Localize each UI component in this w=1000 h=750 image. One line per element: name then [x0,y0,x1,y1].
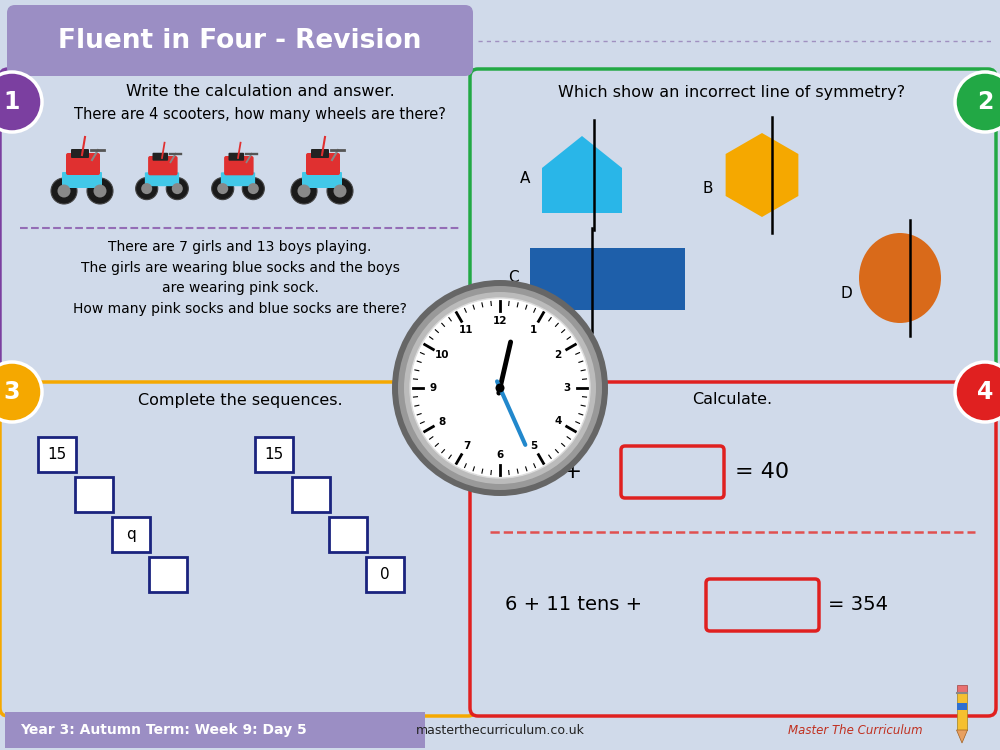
Text: 1: 1 [4,90,20,114]
FancyBboxPatch shape [148,156,178,176]
Text: 15: 15 [47,447,67,462]
FancyBboxPatch shape [311,149,329,158]
FancyBboxPatch shape [7,5,473,76]
Circle shape [248,183,259,194]
Circle shape [955,362,1000,422]
Text: Master The Curriculum: Master The Curriculum [788,724,922,736]
Polygon shape [956,693,967,730]
Circle shape [212,178,234,200]
FancyBboxPatch shape [470,382,996,716]
FancyBboxPatch shape [470,69,996,390]
Circle shape [496,383,505,392]
Text: C: C [508,270,519,285]
Circle shape [298,184,310,197]
Bar [5,712,425,748]
Text: q: q [126,527,136,542]
Text: There are 7 girls and 13 boys playing.
The girls are wearing blue socks and the : There are 7 girls and 13 boys playing. T… [73,240,407,316]
Circle shape [57,184,70,197]
FancyBboxPatch shape [228,153,244,160]
Text: 1: 1 [530,325,537,335]
FancyBboxPatch shape [145,172,179,186]
Text: masterthecurriculum.co.uk: masterthecurriculum.co.uk [416,724,584,736]
Circle shape [94,184,106,197]
FancyBboxPatch shape [221,172,255,186]
Circle shape [291,178,317,204]
Text: 11: 11 [459,325,474,335]
Text: 0: 0 [380,567,390,582]
Text: 4: 4 [554,416,562,427]
Circle shape [51,178,77,204]
Text: = 354: = 354 [828,596,888,614]
Circle shape [136,178,158,200]
Circle shape [172,183,183,194]
Circle shape [141,183,152,194]
Circle shape [242,178,264,200]
Text: A: A [520,171,530,186]
FancyBboxPatch shape [0,69,476,390]
Circle shape [0,362,42,422]
Circle shape [955,72,1000,132]
Bar [292,477,330,512]
Text: 3: 3 [4,380,20,404]
FancyBboxPatch shape [62,172,102,188]
Circle shape [0,72,42,132]
Text: 9: 9 [429,383,437,393]
Bar [329,517,367,552]
Polygon shape [956,685,967,693]
Circle shape [327,178,353,204]
FancyBboxPatch shape [152,153,168,160]
Circle shape [334,184,347,197]
Bar [255,437,293,472]
Text: 2: 2 [554,350,562,359]
Text: 7: 7 [463,441,470,451]
Circle shape [410,298,590,478]
Text: 8: 8 [438,416,446,427]
Bar [75,477,113,512]
Bar [530,248,685,310]
FancyBboxPatch shape [224,156,254,176]
Text: Which show an incorrect line of symmetry?: Which show an incorrect line of symmetry… [558,85,906,100]
Polygon shape [956,703,967,710]
FancyBboxPatch shape [302,172,342,188]
Circle shape [87,178,113,204]
Polygon shape [956,730,967,743]
FancyBboxPatch shape [706,579,819,631]
Text: Year 3: Autumn Term: Week 9: Day 5: Year 3: Autumn Term: Week 9: Day 5 [20,723,307,737]
Text: 15: 15 [264,447,284,462]
Text: 4: 4 [977,380,993,404]
Text: Write the calculation and answer.: Write the calculation and answer. [126,85,394,100]
Bar [149,557,187,592]
Text: Calculate.: Calculate. [692,392,772,407]
Text: 5: 5 [530,441,537,451]
Text: = 40: = 40 [735,462,789,482]
Polygon shape [542,136,622,213]
Circle shape [166,178,188,200]
Polygon shape [726,133,798,217]
FancyBboxPatch shape [71,149,89,158]
Text: 6: 6 [496,450,504,460]
Text: 6 + 11 tens +: 6 + 11 tens + [505,596,642,614]
Text: 3: 3 [563,383,571,393]
Text: B: B [702,181,712,196]
Text: There are 4 scooters, how many wheels are there?: There are 4 scooters, how many wheels ar… [74,107,446,122]
FancyBboxPatch shape [306,153,340,175]
Circle shape [398,286,602,490]
Text: 2: 2 [977,90,993,114]
FancyBboxPatch shape [621,446,724,498]
Bar [38,437,76,472]
Text: Fluent in Four - Revision: Fluent in Four - Revision [58,28,422,54]
Text: 12: 12 [493,316,507,326]
Bar [366,557,404,592]
Text: 10 +: 10 + [528,462,582,482]
Text: 10: 10 [435,350,449,359]
FancyBboxPatch shape [66,153,100,175]
Text: Complete the sequences.: Complete the sequences. [138,392,342,407]
Ellipse shape [859,233,941,323]
Text: D: D [840,286,852,301]
Circle shape [404,292,596,484]
FancyBboxPatch shape [0,382,476,716]
Bar [112,517,150,552]
Circle shape [392,280,608,496]
Circle shape [217,183,228,194]
